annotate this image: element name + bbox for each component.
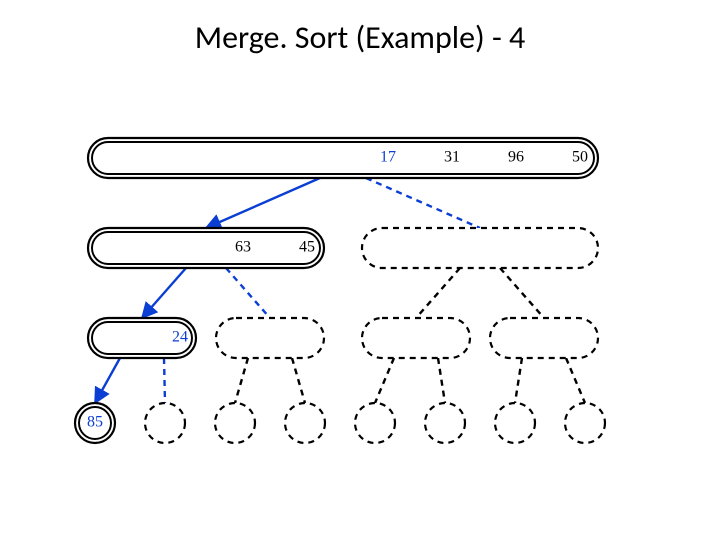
tree-edge (164, 358, 165, 403)
tree-edge (566, 358, 585, 403)
tree-leaf-node (285, 403, 325, 443)
tree-edge (500, 268, 544, 318)
tree-edge (416, 268, 460, 318)
tree-edge (366, 178, 480, 228)
node-value: 45 (299, 239, 315, 256)
mergesort-tree-diagram: 17 31 96 50 63 45 24 85 (0, 0, 720, 540)
node-value: 24 (172, 329, 188, 346)
tree-array-node (362, 318, 470, 358)
node-value: 63 (235, 239, 251, 256)
tree-array-node (362, 228, 598, 268)
node-value: 17 (380, 149, 396, 166)
tree-edge (235, 358, 248, 403)
nodes-layer (75, 138, 605, 443)
tree-edge (375, 358, 394, 403)
tree-edge (206, 178, 320, 228)
node-value: 85 (87, 414, 103, 431)
tree-leaf-node (565, 403, 605, 443)
tree-leaf-node (425, 403, 465, 443)
tree-edge (292, 358, 305, 403)
tree-leaf-node (145, 403, 185, 443)
tree-leaf-node (355, 403, 395, 443)
tree-leaf-node (215, 403, 255, 443)
tree-edge (515, 358, 522, 403)
tree-leaf-node (495, 403, 535, 443)
node-inner-border (92, 232, 320, 264)
node-value: 31 (444, 149, 460, 166)
tree-array-node (216, 318, 324, 358)
node-value: 96 (508, 149, 524, 166)
tree-array-node (490, 318, 598, 358)
tree-edge (142, 268, 186, 318)
tree-edge (438, 358, 445, 403)
edges-layer (95, 178, 585, 403)
values-layer: 17 31 96 50 63 45 24 85 (87, 149, 588, 431)
tree-edge (226, 268, 270, 318)
tree-edge (95, 358, 120, 403)
node-value: 50 (572, 149, 588, 166)
